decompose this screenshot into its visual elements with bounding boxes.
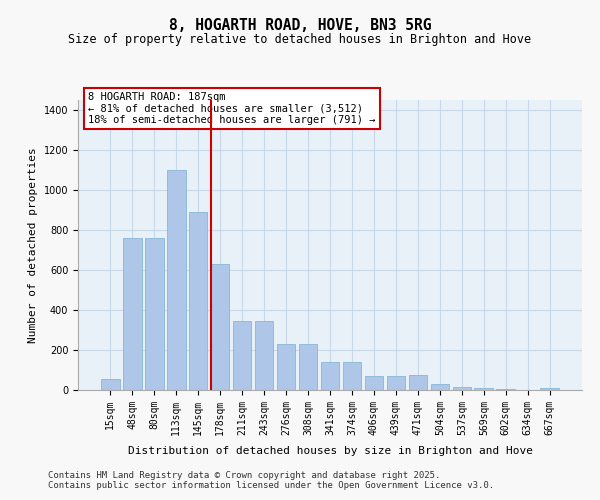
Text: Size of property relative to detached houses in Brighton and Hove: Size of property relative to detached ho… [68,32,532,46]
Bar [320,362,340,390]
Bar [496,389,515,390]
Bar [167,170,185,390]
Bar [145,238,164,390]
Bar [277,344,295,390]
Bar [365,376,383,390]
Bar [452,387,471,390]
Text: 8, HOGARTH ROAD, HOVE, BN3 5RG: 8, HOGARTH ROAD, HOVE, BN3 5RG [169,18,431,32]
Bar [211,264,229,390]
Bar [299,344,317,390]
Bar [233,321,251,390]
Bar [255,321,274,390]
Y-axis label: Number of detached properties: Number of detached properties [28,147,38,343]
Bar [409,375,427,390]
Bar [386,376,405,390]
Bar [343,362,361,390]
Bar [123,238,142,390]
Bar [101,379,119,390]
Bar [541,388,559,390]
Bar [189,212,208,390]
X-axis label: Distribution of detached houses by size in Brighton and Hove: Distribution of detached houses by size … [128,446,533,456]
Text: 8 HOGARTH ROAD: 187sqm
← 81% of detached houses are smaller (3,512)
18% of semi-: 8 HOGARTH ROAD: 187sqm ← 81% of detached… [88,92,376,125]
Bar [431,384,449,390]
Bar [475,388,493,390]
Text: Contains HM Land Registry data © Crown copyright and database right 2025.
Contai: Contains HM Land Registry data © Crown c… [48,470,494,490]
